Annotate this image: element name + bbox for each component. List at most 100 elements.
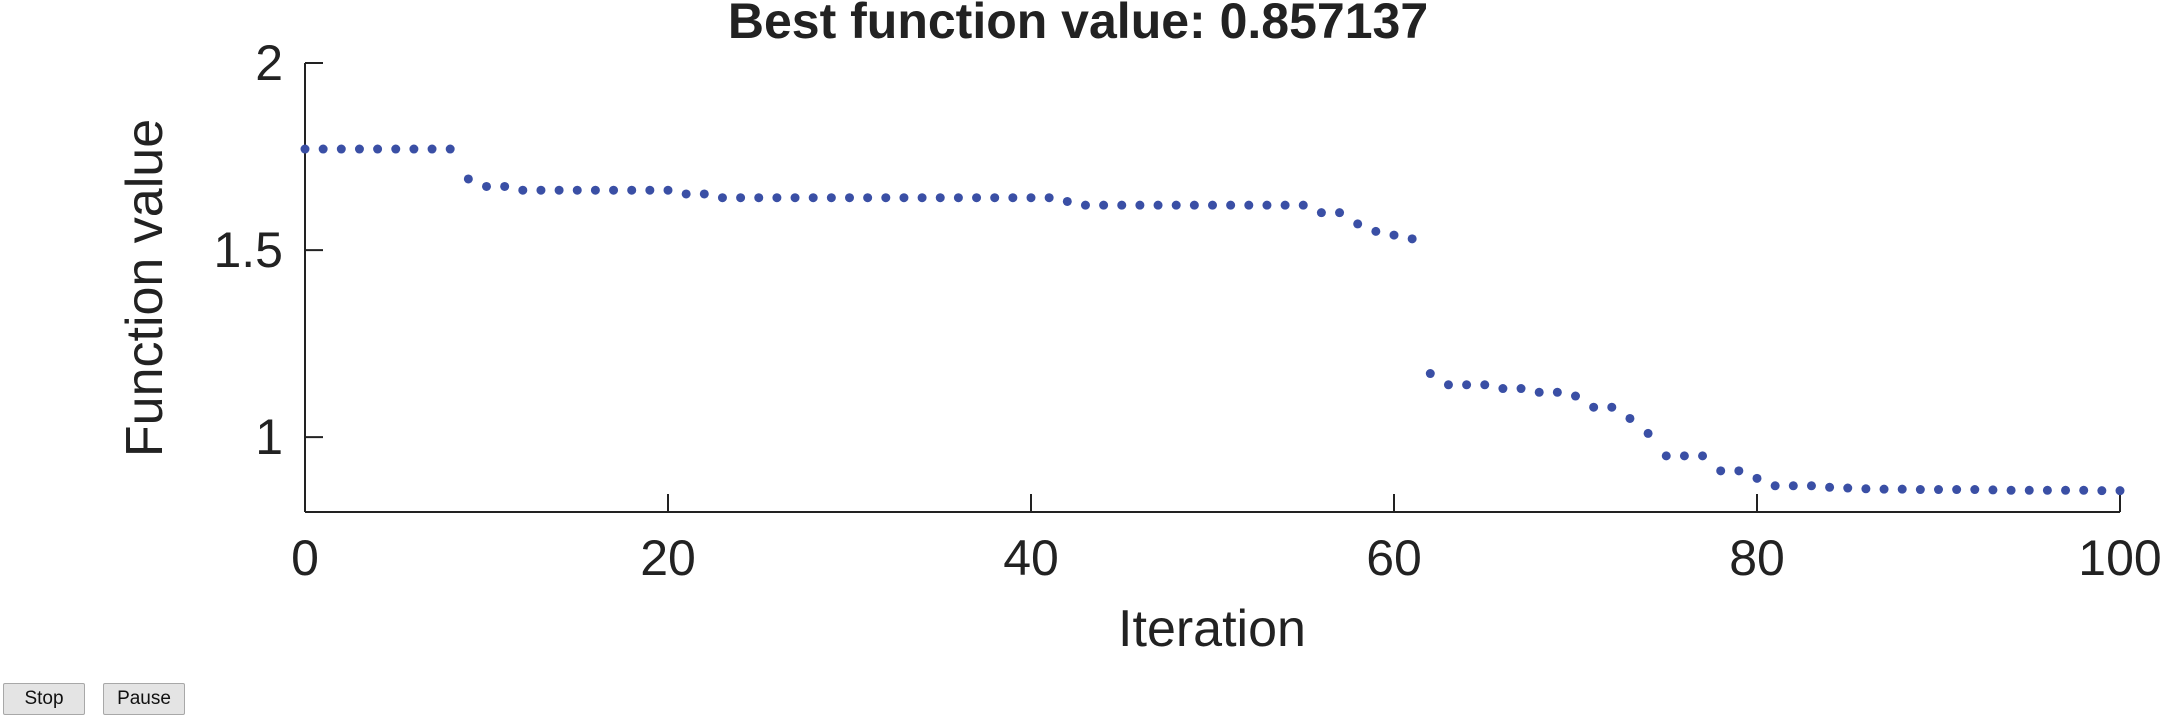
- data-point: [1952, 485, 1962, 495]
- data-point: [1443, 380, 1453, 390]
- data-point: [1589, 402, 1599, 412]
- data-point: [2115, 486, 2125, 496]
- x-tick-label: 0: [291, 530, 319, 586]
- data-point: [391, 144, 401, 154]
- y-tick-label: 1.5: [213, 222, 283, 278]
- data-point: [609, 185, 619, 195]
- x-tick-label: 100: [2078, 530, 2161, 586]
- data-point: [1716, 466, 1726, 476]
- data-point: [1371, 226, 1381, 236]
- data-point: [772, 193, 782, 203]
- y-axis-ticks: 11.52: [213, 35, 323, 465]
- data-point: [427, 144, 437, 154]
- data-point: [845, 193, 854, 203]
- data-point: [1534, 387, 1544, 397]
- x-tick-label: 40: [1003, 530, 1059, 586]
- data-point: [1335, 208, 1345, 218]
- data-point: [790, 193, 800, 203]
- data-point: [2042, 485, 2052, 495]
- data-point: [1298, 200, 1308, 210]
- data-point: [445, 144, 455, 154]
- data-point: [990, 193, 1000, 203]
- data-point: [1843, 483, 1853, 493]
- data-point: [1679, 451, 1689, 461]
- data-point: [681, 189, 691, 199]
- data-point: [373, 144, 383, 154]
- data-point: [1026, 193, 1036, 203]
- data-point: [1135, 200, 1145, 210]
- data-point: [1316, 208, 1326, 218]
- data-point: [1516, 384, 1526, 394]
- data-point: [1661, 451, 1671, 461]
- data-point: [1698, 451, 1708, 461]
- data-point: [953, 193, 963, 203]
- data-point: [935, 193, 945, 203]
- data-point: [1552, 387, 1562, 397]
- data-point: [1861, 484, 1871, 494]
- data-point: [518, 185, 528, 195]
- data-point: [663, 185, 673, 195]
- x-axis-ticks: 0 20 40 60 80 100: [291, 494, 2162, 586]
- data-point: [1462, 380, 1472, 390]
- data-point: [1117, 200, 1127, 210]
- data-point: [826, 193, 836, 203]
- data-point: [1879, 484, 1889, 494]
- data-point: [1208, 200, 1217, 210]
- x-axis-label: Iteration: [1118, 600, 1306, 658]
- stop-button[interactable]: Stop: [3, 683, 85, 715]
- data-point: [500, 181, 510, 191]
- data-point: [1262, 200, 1272, 210]
- data-point: [645, 185, 655, 195]
- data-point: [318, 144, 328, 154]
- data-point: [627, 185, 637, 195]
- data-point: [808, 193, 818, 203]
- pause-button[interactable]: Pause: [103, 683, 185, 715]
- data-point: [1770, 481, 1780, 491]
- data-point: [1062, 196, 1072, 206]
- data-point: [409, 144, 419, 154]
- data-point: [1897, 484, 1907, 494]
- data-point: [2061, 485, 2071, 495]
- data-point: [554, 185, 564, 195]
- data-point: [917, 193, 927, 203]
- data-point: [754, 193, 764, 203]
- x-tick-label: 60: [1366, 530, 1422, 586]
- data-point: [2079, 485, 2089, 495]
- chart-title: Best function value: 0.857137: [728, 0, 1428, 49]
- data-point: [1407, 234, 1417, 244]
- y-axis-label: Function value: [116, 119, 174, 457]
- data-series: [300, 144, 2125, 496]
- data-point: [300, 144, 310, 154]
- data-point: [1389, 230, 1399, 240]
- data-point: [590, 185, 600, 195]
- data-point: [699, 189, 709, 199]
- data-point: [1171, 200, 1181, 210]
- data-point: [336, 144, 346, 154]
- data-point: [2024, 485, 2034, 495]
- data-point: [1788, 481, 1798, 491]
- data-point: [1080, 200, 1090, 210]
- data-point: [463, 174, 473, 184]
- data-point: [1189, 200, 1199, 210]
- data-point: [1480, 380, 1490, 390]
- data-point: [1607, 402, 1617, 412]
- data-point: [1915, 485, 1925, 495]
- data-point: [1988, 485, 1998, 495]
- data-point: [1099, 200, 1109, 210]
- data-point: [1825, 482, 1835, 492]
- data-point: [863, 193, 873, 203]
- data-point: [1280, 200, 1290, 210]
- data-point: [1008, 193, 1018, 203]
- data-point: [1752, 473, 1762, 483]
- data-point: [1734, 466, 1744, 476]
- data-point: [1153, 200, 1163, 210]
- data-point: [1498, 384, 1508, 394]
- data-point: [717, 193, 727, 203]
- data-point: [1044, 193, 1054, 203]
- data-point: [482, 181, 491, 191]
- data-point: [572, 185, 582, 195]
- y-tick-label: 1: [255, 409, 283, 465]
- data-point: [1625, 413, 1635, 423]
- data-point: [1226, 200, 1236, 210]
- data-point: [972, 193, 982, 203]
